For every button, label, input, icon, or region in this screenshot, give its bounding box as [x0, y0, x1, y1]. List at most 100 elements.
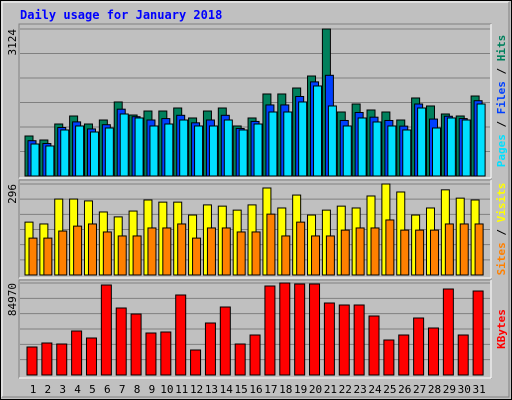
x-tick-label: 26	[398, 383, 411, 396]
y-tick-label: 84970	[6, 283, 19, 316]
legend-separator: /	[495, 61, 508, 81]
bar	[387, 125, 397, 177]
bar	[279, 282, 291, 376]
legend-entry: KBytes	[495, 309, 508, 349]
bar	[26, 346, 38, 376]
bar	[338, 304, 350, 376]
legend: Sites / Visits	[495, 183, 508, 276]
x-tick-label: 28	[428, 383, 441, 396]
x-tick-label: 7	[119, 383, 126, 396]
x-tick-label: 18	[279, 383, 292, 396]
bar	[145, 332, 157, 376]
bar	[429, 229, 439, 276]
bar	[283, 111, 293, 177]
x-tick-label: 29	[443, 383, 456, 396]
legend-entry: Files	[495, 81, 508, 114]
x-tick-label: 8	[134, 383, 141, 396]
legend-separator: /	[495, 222, 508, 242]
x-tick-label: 5	[89, 383, 96, 396]
bar	[266, 213, 276, 276]
bar	[175, 294, 187, 376]
bar	[444, 223, 454, 276]
bar	[325, 235, 335, 276]
bar	[179, 119, 189, 177]
bar	[313, 85, 323, 177]
bar	[234, 343, 246, 376]
bar	[340, 229, 350, 276]
bar	[472, 290, 484, 376]
bar	[355, 227, 365, 276]
bar	[264, 285, 276, 376]
x-tick-label: 19	[294, 383, 307, 396]
bar	[149, 125, 159, 177]
bar	[442, 288, 454, 376]
bar	[30, 143, 40, 177]
bar	[190, 349, 202, 376]
bar	[400, 229, 410, 276]
legend-entry: Hits	[495, 35, 508, 62]
x-tick-label: 13	[205, 383, 218, 396]
x-tick-label: 20	[309, 383, 322, 396]
bar	[383, 339, 395, 376]
legend-separator: /	[495, 114, 508, 134]
bar	[43, 237, 53, 276]
bar	[45, 145, 55, 177]
bar	[87, 223, 97, 276]
x-tick-label: 31	[472, 383, 485, 396]
bar	[162, 227, 172, 276]
legend-entry: Sites	[495, 242, 508, 275]
bar	[417, 107, 427, 177]
bar	[268, 111, 278, 177]
bar	[327, 105, 337, 177]
bar	[476, 103, 486, 177]
bar	[238, 129, 248, 177]
bar	[402, 129, 412, 177]
x-tick-label: 3	[59, 383, 66, 396]
x-tick-label: 16	[249, 383, 262, 396]
bar	[192, 237, 202, 276]
bar	[219, 306, 231, 376]
bar	[58, 230, 68, 276]
bar	[309, 283, 321, 376]
bar	[177, 223, 187, 276]
x-tick-label: 9	[149, 383, 156, 396]
x-tick-label: 1	[30, 383, 37, 396]
bar	[236, 231, 246, 276]
bar	[281, 235, 291, 276]
bar	[431, 127, 441, 177]
x-tick-label: 22	[339, 383, 352, 396]
bar	[298, 101, 308, 177]
bar	[357, 117, 367, 177]
bar	[296, 221, 306, 276]
x-tick-label: 2	[45, 383, 52, 396]
legend: KBytes	[495, 309, 508, 349]
x-tick-label: 15	[235, 383, 248, 396]
x-tick-label: 10	[160, 383, 173, 396]
bar	[413, 317, 425, 376]
bar	[194, 125, 204, 177]
legend-entry: Pages	[495, 134, 508, 167]
x-tick-label: 25	[383, 383, 396, 396]
bar	[85, 337, 97, 376]
chart-title: Daily usage for January 2018	[20, 8, 222, 22]
bar	[130, 313, 142, 376]
bar	[368, 315, 380, 376]
x-tick-label: 24	[368, 383, 382, 396]
bar	[119, 113, 129, 177]
bar	[323, 302, 335, 376]
bar	[100, 284, 112, 376]
bar	[132, 235, 142, 276]
bar	[474, 223, 484, 276]
bar	[385, 219, 395, 276]
bar	[461, 119, 471, 177]
bar	[60, 129, 70, 177]
bar	[147, 227, 157, 276]
bar	[71, 330, 83, 376]
x-tick-label: 14	[220, 383, 234, 396]
bar	[115, 307, 127, 376]
bar	[311, 235, 321, 276]
y-tick-label: 296	[6, 184, 19, 204]
